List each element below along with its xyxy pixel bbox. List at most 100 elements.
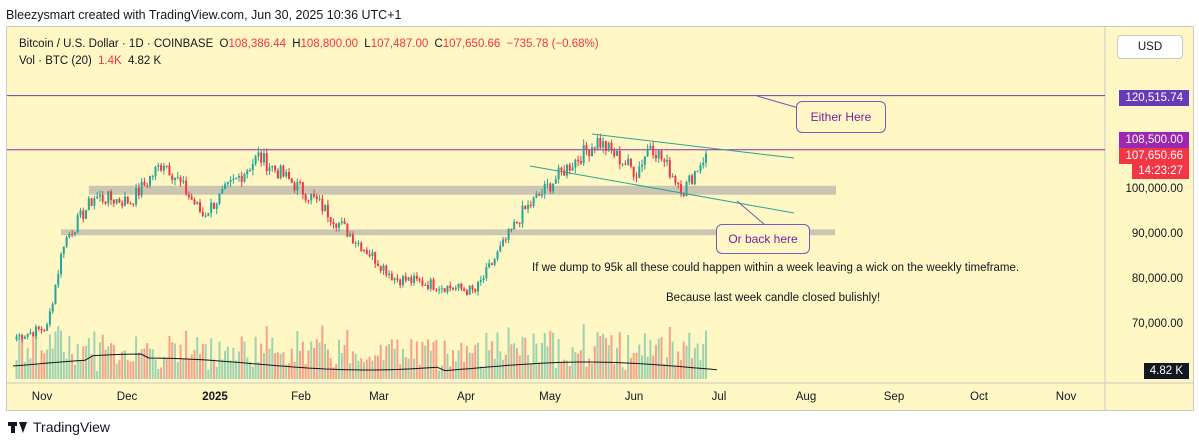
- candle-body: [518, 222, 521, 224]
- volume-bar: [504, 354, 507, 379]
- volume-bar: [432, 341, 435, 379]
- candle-body: [674, 176, 677, 183]
- volume-bar: [510, 344, 513, 379]
- volume-bar: [35, 333, 37, 379]
- volume-bar: [240, 336, 243, 379]
- channel-upper-line: [591, 133, 795, 159]
- volume-bar: [324, 343, 327, 379]
- volume-bar: [118, 360, 121, 379]
- volume-bar: [646, 356, 649, 379]
- candle-body: [696, 170, 699, 172]
- volume-bar: [507, 327, 510, 379]
- chart-plot[interactable]: [7, 27, 1193, 410]
- candle-body: [693, 171, 696, 185]
- candle-body: [310, 194, 313, 201]
- candle-body: [193, 199, 196, 205]
- candle-body: [507, 229, 510, 240]
- callout-pointer: [736, 200, 766, 226]
- volume-bar: [282, 352, 285, 379]
- volume-bar: [165, 357, 168, 379]
- candle-body: [363, 249, 366, 252]
- volume-bar: [368, 356, 371, 379]
- y-tick-label: 70,000.00: [1131, 318, 1183, 330]
- volume-bar: [60, 330, 63, 379]
- volume-bar: [582, 324, 585, 379]
- x-tick-label: Aug: [795, 391, 817, 403]
- volume-bar: [443, 340, 446, 379]
- volume-bar: [704, 330, 707, 379]
- candle-body: [515, 221, 518, 223]
- volume-bar: [488, 350, 491, 379]
- volume-bar: [190, 354, 193, 379]
- candle-body: [57, 273, 60, 285]
- volume-bar: [101, 334, 104, 379]
- volume-bar: [107, 346, 110, 379]
- volume-bar: [421, 341, 424, 379]
- volume-bar: [685, 345, 688, 379]
- volume-bar: [96, 370, 99, 379]
- volume-bar: [654, 344, 657, 379]
- candle-body: [643, 156, 646, 165]
- volume-bar: [652, 355, 655, 379]
- candle-body: [582, 145, 585, 164]
- volume-bar: [641, 355, 644, 379]
- candle-body: [354, 242, 357, 244]
- volume-bar: [529, 363, 532, 379]
- candle-body: [349, 234, 352, 237]
- candle-body: [279, 165, 282, 179]
- volume-bar: [499, 351, 502, 379]
- volume-bar: [265, 326, 268, 379]
- open-label: O: [219, 38, 229, 50]
- candle-body: [332, 222, 335, 225]
- currency-button[interactable]: USD: [1117, 35, 1183, 59]
- candle-body: [151, 176, 154, 178]
- volume-bar: [304, 364, 307, 379]
- volume-bar: [426, 339, 429, 379]
- candle-body: [171, 175, 174, 180]
- x-tick-label: Oct: [970, 391, 988, 403]
- candle-body: [207, 213, 210, 216]
- volume-bar: [321, 325, 324, 379]
- volume-bar: [457, 350, 460, 379]
- candle-body: [324, 204, 327, 212]
- volume-bar: [62, 351, 65, 379]
- candle-body: [410, 277, 413, 283]
- volume-bar: [354, 353, 357, 379]
- volume-bar: [699, 360, 702, 379]
- volume-bar: [585, 366, 588, 379]
- x-tick-label: Apr: [457, 391, 475, 403]
- volume-bar: [465, 345, 468, 379]
- volume-bar: [126, 360, 129, 379]
- volume-bar: [463, 362, 466, 379]
- candle-body: [485, 267, 488, 279]
- volume-bar: [332, 367, 335, 379]
- volume-bar: [318, 342, 321, 379]
- candle-body: [390, 273, 393, 281]
- volume-bar: [390, 339, 393, 379]
- volume-bar: [307, 350, 310, 379]
- candle-body: [682, 193, 685, 197]
- candle-body: [591, 147, 593, 157]
- candle-body: [313, 194, 315, 197]
- candle-body: [413, 275, 416, 283]
- volume-bar: [629, 358, 632, 379]
- candle-body: [641, 164, 644, 167]
- chart-frame[interactable]: Bitcoin / U.S. Dollar · 1D · COINBASE O1…: [6, 26, 1194, 411]
- candle-body: [679, 184, 682, 194]
- volume-bar: [696, 343, 699, 379]
- candle-body: [115, 199, 118, 204]
- volume-bar: [226, 346, 229, 379]
- volume-bar: [143, 348, 146, 379]
- volume-bar: [285, 364, 288, 379]
- volume-bar: [129, 361, 132, 379]
- candle-body: [274, 165, 277, 171]
- candle-body: [374, 252, 377, 264]
- candle-body: [426, 284, 429, 289]
- volume-bar: [365, 359, 368, 379]
- volume-bar: [660, 337, 663, 379]
- candle-body: [287, 171, 290, 179]
- candle-body: [432, 279, 435, 290]
- candle-body: [607, 142, 610, 151]
- volume-bar: [251, 366, 254, 379]
- candle-body: [304, 194, 307, 201]
